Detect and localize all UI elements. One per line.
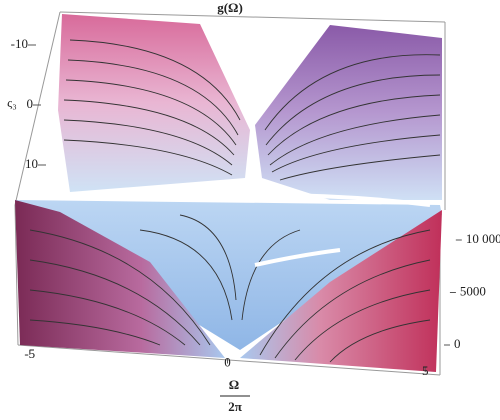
x-tick-label: 5 — [422, 363, 429, 378]
chart-title: g(Ω) — [217, 0, 243, 15]
z-tick-label: 10 000 — [466, 231, 500, 246]
y-axis-label: ς₃ — [7, 95, 17, 110]
z-tick-label: 0 — [454, 336, 461, 351]
x-label-numerator: Ω — [229, 377, 239, 392]
z-tick-label: 5000 — [460, 283, 486, 298]
y-tick-label: 0 — [27, 96, 34, 111]
y-tick-label: 10 — [25, 156, 38, 171]
x-tick-label: -5 — [24, 346, 35, 361]
surface — [14, 11, 446, 376]
x-label-denominator: 2π — [228, 399, 242, 414]
x-tick-label: 0 — [224, 354, 231, 369]
y-tick-label: -10 — [11, 36, 28, 51]
